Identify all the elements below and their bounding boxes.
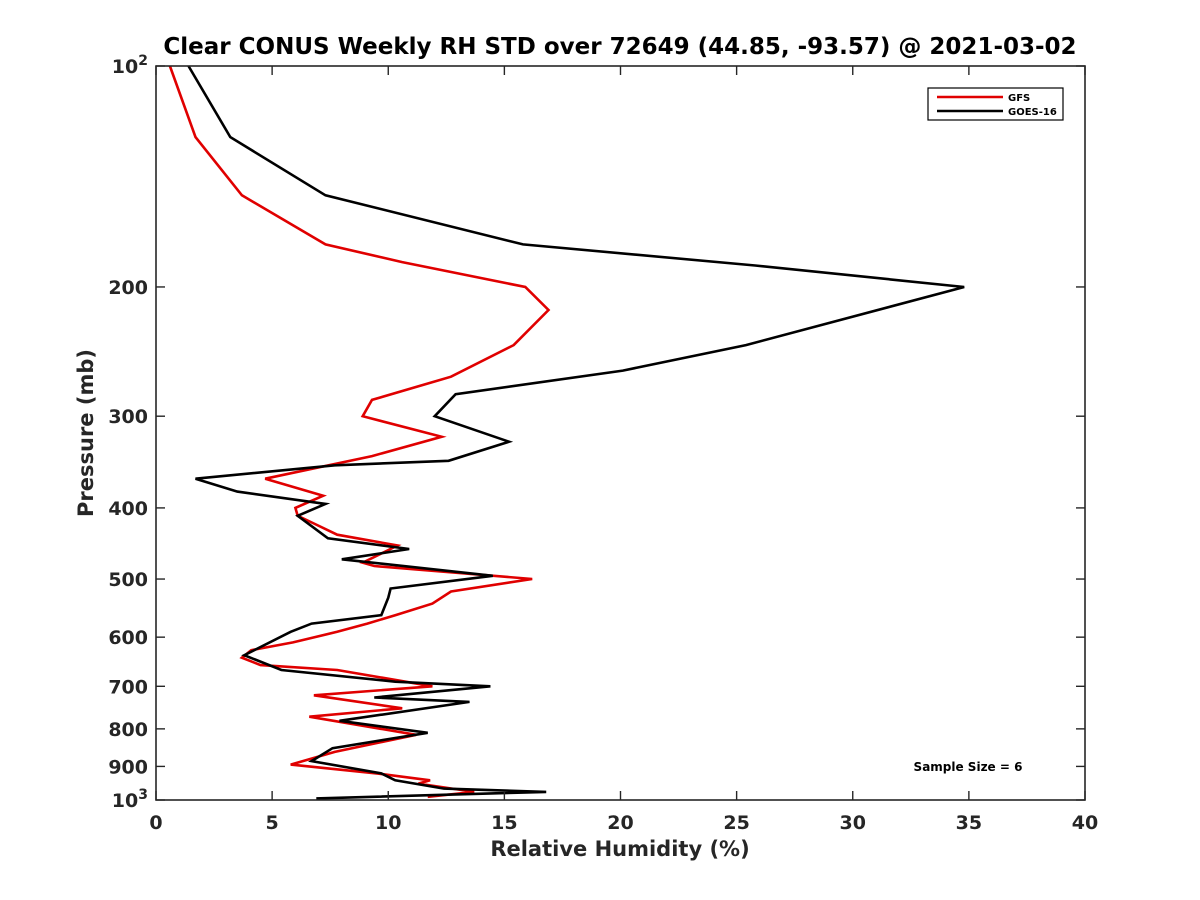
y-axis-title: Pressure (mb) <box>74 349 98 517</box>
y-tick-label: 600 <box>108 627 148 649</box>
x-tick-label: 0 <box>149 812 162 834</box>
y-tick-label: 300 <box>108 406 148 428</box>
y-tick-label: 900 <box>108 756 148 778</box>
y-tick-label: 400 <box>108 498 148 520</box>
x-tick-label: 10 <box>375 812 401 834</box>
y-tick-label: 103 <box>112 787 148 812</box>
series-layer <box>168 65 965 800</box>
legend-box <box>927 87 1064 121</box>
x-axis-ticks: 0 5 10 15 20 25 30 35 40 <box>149 66 1098 834</box>
series-line-gfs <box>168 65 551 799</box>
x-tick-label: 15 <box>491 812 517 834</box>
y-tick-label: 200 <box>108 277 148 299</box>
x-tick-label: 35 <box>956 812 982 834</box>
x-tick-label: 5 <box>266 812 279 834</box>
y-tick-label: 700 <box>108 676 148 698</box>
sample-size-annotation: Sample Size = 6 <box>914 760 1023 774</box>
y-tick-label: 500 <box>108 569 148 591</box>
x-tick-label: 40 <box>1072 812 1098 834</box>
chart-title: Clear CONUS Weekly RH STD over 72649 (44… <box>163 34 1076 60</box>
x-tick-label: 25 <box>723 812 749 834</box>
y-axis-ticks: 102 200 300 400 500 600 700 800 900 103 <box>108 53 1085 812</box>
y-tick-label: 102 <box>112 53 148 78</box>
legend-label-goes16: GOES-16 <box>1008 107 1057 118</box>
x-tick-label: 20 <box>607 812 633 834</box>
series-line-goes16 <box>187 65 965 800</box>
plot-area: 0 5 10 15 20 25 30 35 40 102 200 300 400 500 600 700 80… <box>108 53 1098 834</box>
x-axis-title: Relative Humidity (%) <box>490 837 749 861</box>
y-tick-label: 800 <box>108 719 148 741</box>
legend: GFS GOES-16 <box>927 87 1064 121</box>
x-tick-label: 30 <box>840 812 866 834</box>
legend-label-gfs: GFS <box>1008 93 1030 104</box>
